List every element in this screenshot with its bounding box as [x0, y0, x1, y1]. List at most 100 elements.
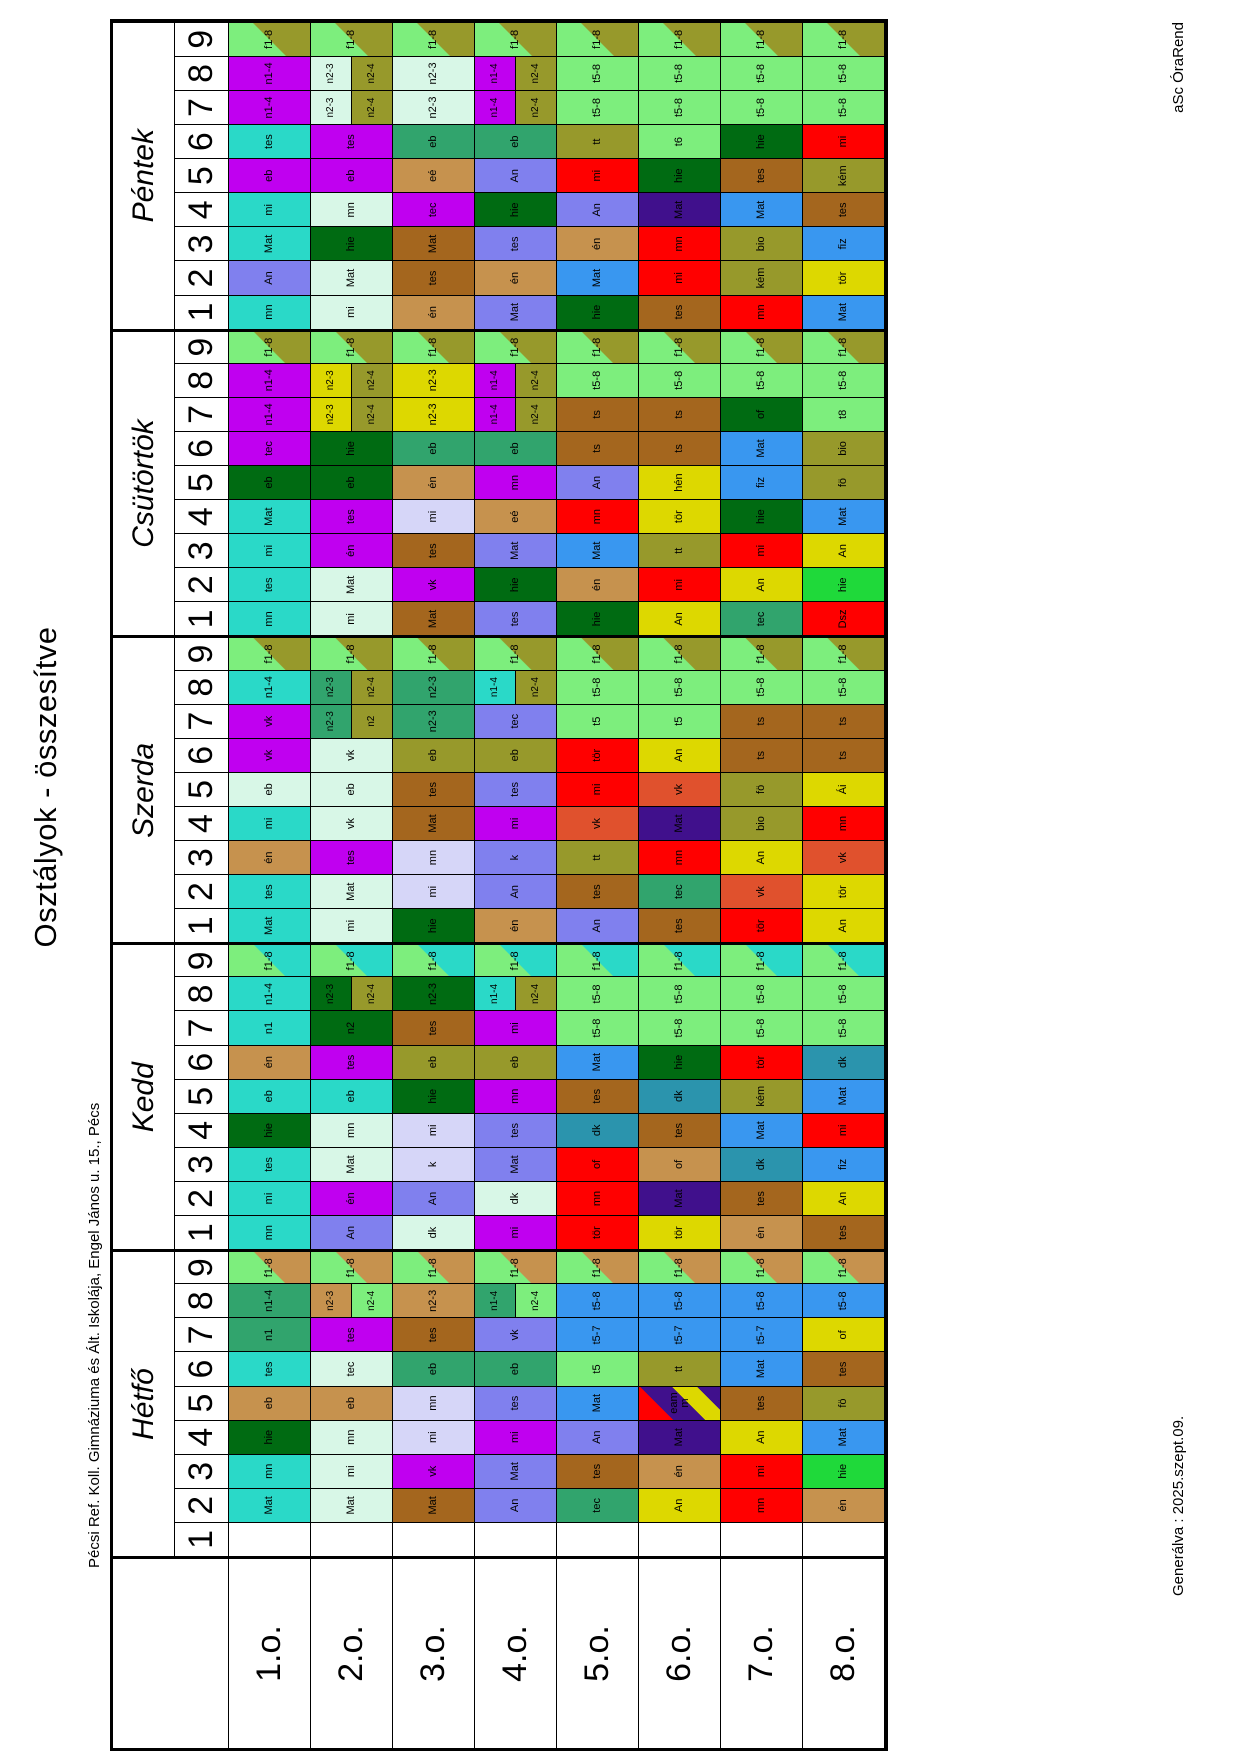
lesson-cell: mi	[475, 1215, 557, 1250]
lesson-cell: mi	[393, 1419, 475, 1454]
lesson-cell: Mat	[311, 260, 393, 295]
lesson-cell: ts	[803, 703, 885, 738]
lesson-cell: of	[721, 396, 803, 431]
period-number: 4	[175, 1419, 229, 1454]
lesson-cell: hie	[639, 158, 721, 193]
lesson-cell: f1-8	[639, 942, 721, 977]
period-number: 9	[175, 942, 229, 977]
timetable-grid: Hétfő 1 2 3 4 5 6 7 8 9 Kedd 1 2 3 4 5 6 7 8 9 Szerda 1 2 3 4 5 6 7…	[110, 18, 888, 1751]
lesson-cell: n1-4 n2-4	[475, 362, 557, 397]
lesson-cell: t5-8	[803, 55, 885, 90]
lesson-cell: mi	[475, 1419, 557, 1454]
lesson-cell: f1-8	[639, 1249, 721, 1284]
generated-date: Generálva : 2025.szept.09.	[1170, 1415, 1187, 1596]
lesson-cell: of	[803, 1317, 885, 1352]
lesson-sub-cell: n2-4	[516, 56, 556, 90]
empty-cell	[721, 1521, 803, 1556]
period-number: 1	[175, 601, 229, 636]
lesson-cell: n1-4	[229, 89, 311, 125]
lesson-cell: mn	[311, 1112, 393, 1147]
lesson-cell: Mat	[639, 805, 721, 841]
lesson-sub-cell: n2-4	[352, 363, 392, 397]
lesson-cell: Mat	[393, 805, 475, 841]
lesson-cell: of	[557, 1146, 639, 1181]
lesson-cell: t5-8	[721, 362, 803, 397]
lesson-cell: An	[475, 874, 557, 909]
lesson-cell: tör	[557, 737, 639, 772]
lesson-cell: f1-8	[803, 328, 885, 363]
lesson-cell: eb	[229, 1078, 311, 1113]
lesson-cell: dk	[639, 1078, 721, 1113]
period-number: 4	[175, 1112, 229, 1147]
lesson-sub-cell: n2-4	[516, 977, 556, 1011]
lesson-cell: eé	[475, 499, 557, 534]
lesson-cell: f1-8	[639, 635, 721, 670]
lesson-cell: eb	[393, 1044, 475, 1079]
period-number: 2	[175, 567, 229, 602]
lesson-cell: t5-8	[803, 1010, 885, 1045]
lesson-cell: t5-8	[557, 976, 639, 1011]
lesson-sub-cell: n2-4	[516, 670, 556, 704]
lesson-cell: tec	[721, 601, 803, 636]
lesson-cell: f1-8	[557, 1249, 639, 1284]
day-header: Hétfő	[113, 1249, 175, 1556]
period-number: 6	[175, 737, 229, 772]
class-label: 1.o.	[229, 1556, 311, 1748]
lesson-cell: n2-3 n2-4	[311, 976, 393, 1011]
lesson-cell: tt	[557, 124, 639, 159]
empty-cell	[557, 1521, 639, 1556]
lesson-sub-cell: n1-4	[475, 90, 516, 125]
lesson-cell: An	[721, 1419, 803, 1454]
lesson-cell: f1-8	[311, 328, 393, 363]
lesson-cell: ts	[639, 396, 721, 431]
lesson-cell: mn	[557, 499, 639, 534]
lesson-cell: tes	[639, 294, 721, 329]
lesson-cell: t5-8	[639, 89, 721, 125]
lesson-cell: tes	[803, 1351, 885, 1386]
lesson-cell: f1-8	[311, 1249, 393, 1284]
lesson-cell: An	[803, 908, 885, 943]
lesson-cell: tes	[803, 1215, 885, 1250]
period-number: 6	[175, 1044, 229, 1079]
lesson-cell: tec	[557, 1487, 639, 1522]
period-number: 8	[175, 1283, 229, 1318]
lesson-cell: mn	[475, 465, 557, 500]
lesson-cell: eb	[475, 737, 557, 772]
period-number: 7	[175, 396, 229, 431]
lesson-cell: mi	[475, 1010, 557, 1045]
lesson-cell: bio	[721, 805, 803, 841]
lesson-cell: f1-8	[803, 21, 885, 56]
lesson-cell: of	[639, 1146, 721, 1181]
lesson-cell: An	[639, 601, 721, 636]
period-number: 5	[175, 158, 229, 193]
lesson-sub-cell: n2-4	[352, 670, 392, 704]
lesson-cell: hie	[475, 567, 557, 602]
lesson-sub-cell: n2-3	[311, 56, 352, 90]
lesson-cell: n1-4 n2-4	[475, 1283, 557, 1318]
lesson-cell: mi	[557, 158, 639, 193]
lesson-cell: Mat	[557, 1385, 639, 1420]
lesson-sub-cell: n2-3	[311, 1284, 352, 1318]
lesson-cell: t5-8	[639, 362, 721, 397]
lesson-cell: t5-8	[721, 669, 803, 704]
lesson-cell: Mat	[311, 874, 393, 909]
lesson-cell: dk	[721, 1146, 803, 1181]
lesson-cell: f1-8	[393, 1249, 475, 1284]
lesson-cell: Mat	[721, 192, 803, 227]
lesson-cell: mn	[229, 1453, 311, 1488]
lesson-cell: mi	[229, 805, 311, 841]
lesson-cell: bio	[721, 226, 803, 261]
day-header: Péntek	[113, 21, 175, 329]
lesson-cell: t5-8	[721, 1010, 803, 1045]
lesson-cell: n2-3	[393, 1283, 475, 1318]
lesson-cell: Mat	[803, 294, 885, 329]
period-number: 1	[175, 908, 229, 943]
lesson-cell: Mat	[803, 1419, 885, 1454]
lesson-cell: hie	[721, 499, 803, 534]
lesson-cell: ts	[557, 396, 639, 431]
lesson-cell: An	[475, 1487, 557, 1522]
lesson-cell: tes	[229, 1351, 311, 1386]
lesson-cell: t6	[639, 124, 721, 159]
lesson-cell: mi	[475, 805, 557, 841]
lesson-cell: tt	[639, 533, 721, 568]
